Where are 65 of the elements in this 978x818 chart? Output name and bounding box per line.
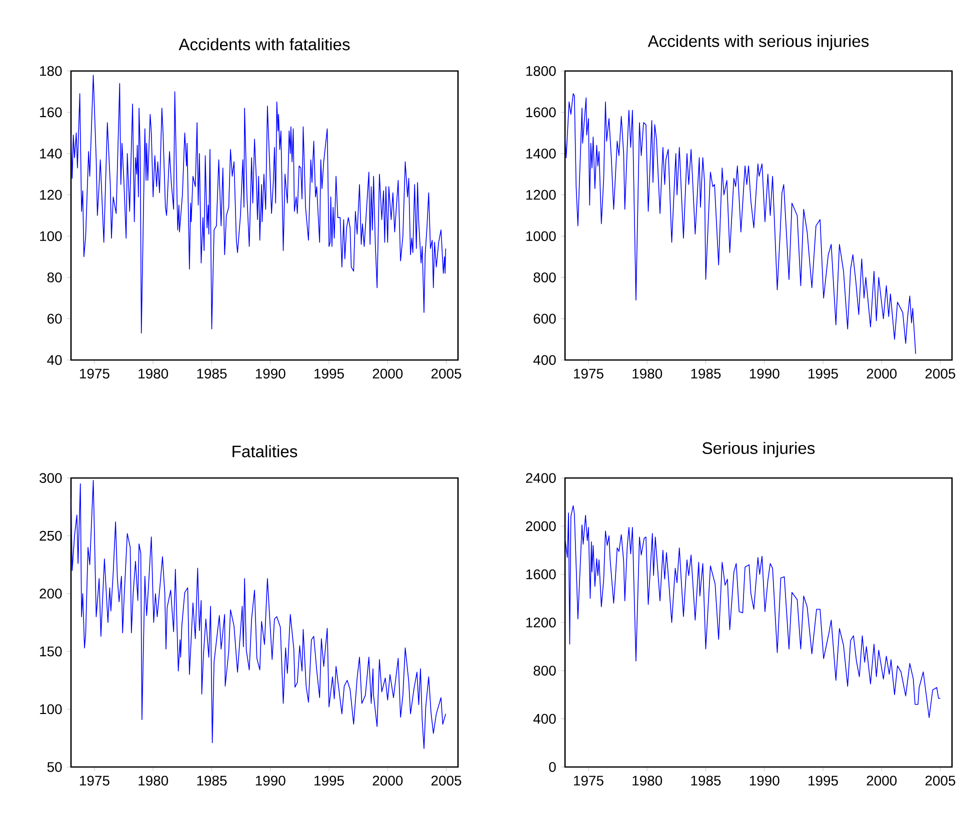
- chart-title: Accidents with fatalities: [178, 38, 350, 50]
- y-tick-label: 400: [533, 714, 556, 724]
- y-tick-label: 1200: [526, 618, 556, 628]
- x-tick-label: 1990: [256, 776, 286, 786]
- y-tick-label: 100: [40, 704, 62, 714]
- y-tick-label: 50: [47, 762, 62, 772]
- x-tick-label: 1980: [138, 368, 168, 379]
- line-series: [71, 74, 446, 334]
- x-tick-label: 1995: [314, 368, 344, 379]
- y-tick-label: 80: [47, 272, 62, 282]
- x-tick-label: 1995: [808, 776, 838, 786]
- y-tick-label: 300: [40, 473, 62, 483]
- y-tick-label: 60: [48, 314, 62, 324]
- y-tick-label: 140: [40, 148, 62, 159]
- x-tick-label: 1990: [256, 368, 286, 379]
- x-tick-label: 2005: [925, 368, 956, 379]
- x-tick-label: 1980: [632, 368, 662, 379]
- x-tick-label: 1985: [691, 776, 721, 786]
- y-tick-label: 160: [40, 107, 62, 118]
- x-tick-label: 1995: [808, 368, 838, 379]
- line-series: [565, 505, 941, 718]
- x-tick-label: 2000: [372, 776, 403, 786]
- y-tick-label: 250: [40, 530, 62, 541]
- chart-title: Serious injuries: [702, 442, 815, 458]
- x-tick-label: 2000: [866, 776, 897, 786]
- x-tick-label: 1990: [750, 368, 780, 379]
- line-series: [71, 480, 446, 749]
- y-tick-label: 600: [534, 314, 556, 324]
- x-tick-label: 2005: [431, 368, 462, 379]
- x-tick-label: 1975: [574, 368, 604, 379]
- x-tick-label: 1995: [314, 776, 344, 786]
- y-tick-label: 1600: [526, 569, 556, 580]
- x-tick-label: 1985: [197, 368, 227, 379]
- x-tick-label: 1975: [80, 776, 110, 786]
- x-tick-label: 1980: [138, 776, 168, 786]
- y-tick-label: 1800: [526, 66, 556, 76]
- x-tick-label: 1985: [197, 776, 227, 786]
- y-tick-label: 0: [549, 762, 556, 772]
- y-tick-label: 120: [40, 190, 62, 200]
- y-tick-label: 100: [40, 231, 62, 242]
- line-series: [565, 93, 916, 354]
- x-tick-label: 2000: [866, 368, 897, 379]
- y-tick-label: 1200: [526, 190, 556, 200]
- y-tick-label: 800: [534, 666, 556, 676]
- y-tick-label: 200: [40, 588, 62, 599]
- y-tick-label: 800: [534, 272, 556, 282]
- x-tick-label: 1990: [750, 776, 780, 786]
- y-tick-label: 1000: [526, 231, 556, 242]
- y-tick-label: 400: [533, 355, 556, 365]
- x-tick-label: 2005: [431, 776, 462, 786]
- y-tick-label: 150: [40, 646, 62, 656]
- chart-title: Accidents with serious injuries: [648, 34, 869, 50]
- x-tick-label: 1985: [691, 368, 721, 379]
- y-tick-label: 1400: [526, 148, 556, 159]
- x-tick-label: 1975: [574, 776, 604, 786]
- x-tick-label: 2005: [925, 776, 956, 786]
- x-tick-label: 1975: [80, 368, 110, 379]
- y-tick-label: 180: [40, 66, 62, 76]
- x-tick-label: 2000: [372, 368, 403, 379]
- y-tick-label: 40: [47, 355, 62, 365]
- y-tick-label: 2000: [526, 521, 556, 532]
- y-tick-label: 1600: [526, 107, 556, 118]
- chart-title: Fatalities: [232, 445, 298, 458]
- x-tick-label: 1980: [632, 776, 662, 786]
- y-tick-label: 2400: [526, 473, 556, 483]
